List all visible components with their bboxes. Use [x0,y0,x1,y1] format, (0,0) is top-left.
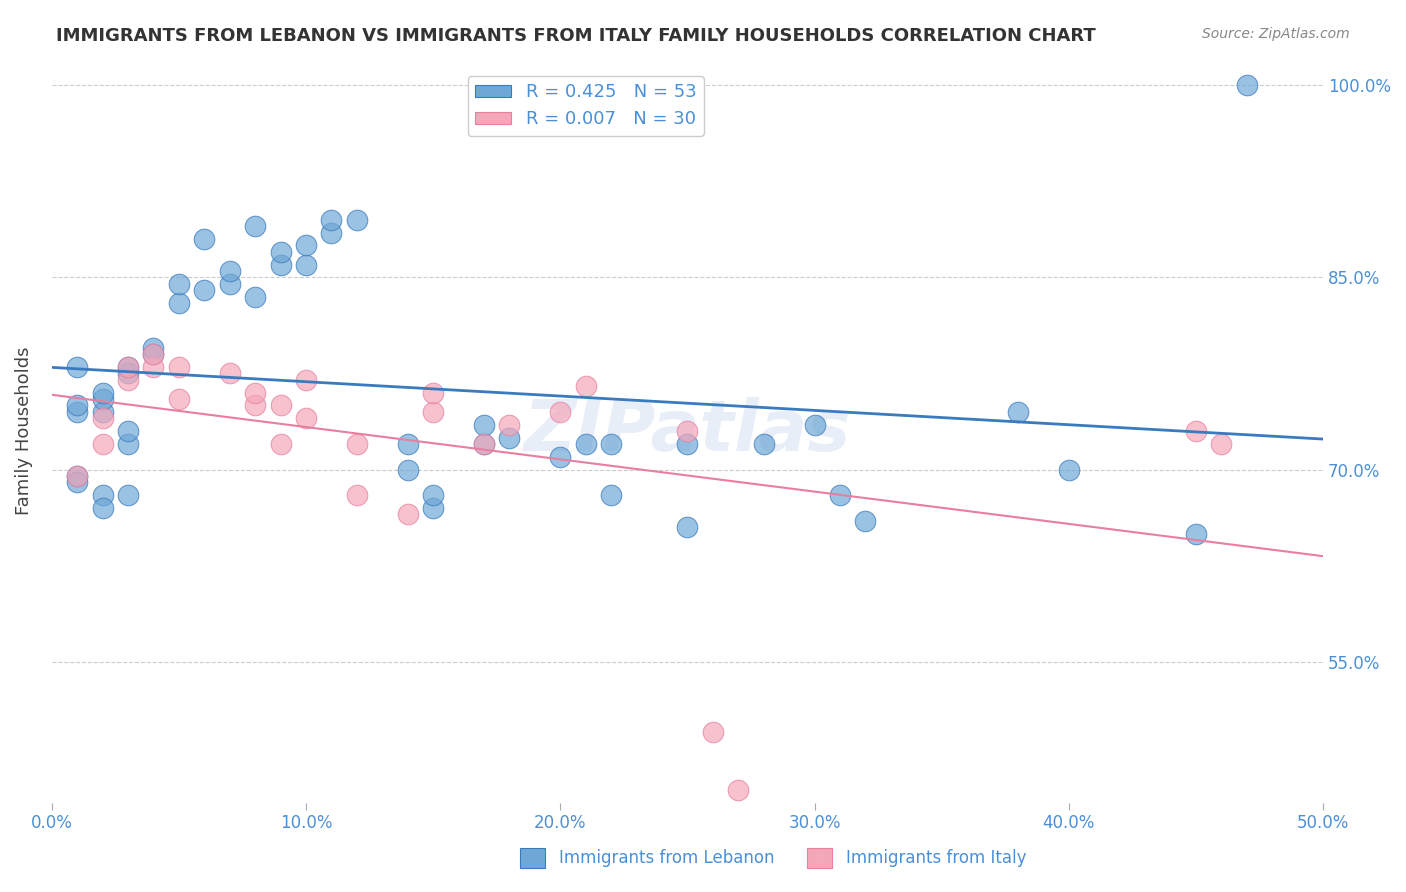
Point [1057,462,1080,476]
Point [117,359,139,374]
Point [91,405,114,419]
Point [321,226,343,240]
Point [855,514,877,528]
Point [243,219,266,234]
Point [167,359,190,374]
Point [270,437,292,451]
Text: Source: ZipAtlas.com: Source: ZipAtlas.com [1202,27,1350,41]
Point [167,277,190,291]
Point [422,488,444,502]
Point [676,424,699,438]
Point [396,437,419,451]
Point [117,359,139,374]
Point [295,411,318,425]
Point [142,341,165,355]
Text: ZIPatlas: ZIPatlas [524,397,851,466]
Point [676,520,699,534]
Point [243,289,266,303]
Point [295,373,318,387]
Point [142,347,165,361]
Point [346,437,368,451]
Point [575,437,598,451]
Point [1236,78,1258,93]
Point [66,359,89,374]
Point [676,437,699,451]
Point [396,462,419,476]
Point [1211,437,1233,451]
Point [727,782,749,797]
Point [550,405,572,419]
Point [1007,405,1029,419]
Point [295,258,318,272]
Point [91,500,114,515]
Point [66,405,89,419]
Point [270,399,292,413]
Point [346,212,368,227]
Point [422,500,444,515]
Point [167,296,190,310]
Point [218,367,240,381]
Point [498,417,520,432]
Legend: Immigrants from Lebanon, Immigrants from Italy: Immigrants from Lebanon, Immigrants from… [513,841,1033,875]
Text: IMMIGRANTS FROM LEBANON VS IMMIGRANTS FROM ITALY FAMILY HOUSEHOLDS CORRELATION C: IMMIGRANTS FROM LEBANON VS IMMIGRANTS FR… [56,27,1097,45]
Point [270,258,292,272]
Point [422,405,444,419]
Point [91,488,114,502]
Point [575,379,598,393]
Point [91,385,114,400]
Point [472,417,495,432]
Point [702,725,724,739]
Point [321,212,343,227]
Point [828,488,851,502]
Point [117,424,139,438]
Point [142,359,165,374]
Point [66,399,89,413]
Point [550,450,572,464]
Point [91,392,114,406]
Y-axis label: Family Households: Family Households [15,347,32,516]
Point [295,238,318,252]
Point [472,437,495,451]
Point [270,244,292,259]
Point [1185,526,1208,541]
Point [472,437,495,451]
Point [66,475,89,490]
Point [117,437,139,451]
Point [752,437,775,451]
Point [91,437,114,451]
Point [218,264,240,278]
Point [243,385,266,400]
Point [117,373,139,387]
Point [66,469,89,483]
Point [600,488,623,502]
Point [600,437,623,451]
Point [243,399,266,413]
Point [142,347,165,361]
Point [91,411,114,425]
Point [422,385,444,400]
Point [167,392,190,406]
Point [1185,424,1208,438]
Legend: R = 0.425   N = 53, R = 0.007   N = 30: R = 0.425 N = 53, R = 0.007 N = 30 [468,76,703,136]
Point [218,277,240,291]
Point [346,488,368,502]
Point [193,283,215,297]
Point [193,232,215,246]
Point [498,430,520,444]
Point [66,469,89,483]
Point [396,508,419,522]
Point [117,367,139,381]
Point [803,417,825,432]
Point [117,488,139,502]
